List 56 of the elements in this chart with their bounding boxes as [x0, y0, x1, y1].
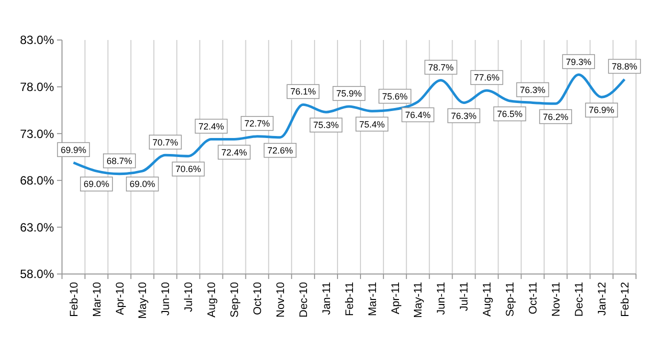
x-tick-label: Apr-10 [114, 282, 126, 316]
x-tick-label: Sep-11 [504, 282, 517, 317]
y-tick-label: 58.0% [20, 267, 54, 282]
data-label: 72.4% [198, 121, 224, 132]
data-label: 72.6% [267, 145, 293, 156]
x-tick-label: Jun-11 [436, 282, 448, 315]
data-label: 76.2% [542, 112, 568, 122]
x-tick-label: Jan-12 [596, 282, 608, 316]
x-tick-label: Jul-11 [458, 282, 471, 312]
x-tick-label: Sep-10 [229, 282, 242, 318]
x-tick-label: Aug-11 [482, 282, 494, 317]
x-tick-label: Mar-11 [366, 282, 379, 316]
x-tick-label: Feb-11 [344, 282, 356, 316]
data-label: 75.9% [336, 88, 362, 99]
x-tick-label: Oct-11 [528, 282, 540, 314]
data-label: 75.3% [313, 120, 339, 130]
x-tick-label: Feb-10 [68, 282, 80, 317]
x-tick-label: Jun-10 [160, 282, 172, 316]
data-label: 76.5% [496, 108, 522, 119]
y-tick-label: 83.0% [20, 33, 54, 48]
y-tick-label: 73.0% [20, 126, 54, 141]
x-tick-label: Apr-11 [390, 282, 402, 314]
x-tick-label: Nov-11 [550, 282, 562, 317]
data-label: 76.3% [451, 110, 477, 121]
x-tick-label: May-11 [412, 282, 425, 318]
data-label: 70.7% [152, 137, 178, 148]
data-label: 75.4% [359, 119, 385, 130]
data-label: 72.7% [244, 118, 270, 129]
data-label: 70.6% [176, 164, 202, 174]
y-tick-label: 78.0% [20, 80, 54, 94]
x-tick-label: Feb-12 [619, 282, 632, 317]
x-tick-label: Jul-10 [183, 282, 196, 312]
data-label: 78.7% [428, 62, 454, 72]
data-label: 76.1% [290, 86, 316, 97]
data-label: 75.6% [382, 91, 408, 102]
y-tick-label: 68.0% [20, 174, 54, 188]
y-tick-label: 63.0% [20, 220, 54, 234]
x-tick-label: Aug-10 [206, 282, 218, 318]
data-label: 68.7% [106, 156, 132, 166]
data-label: 76.4% [405, 110, 431, 120]
data-label: 69.9% [60, 144, 86, 155]
data-label: 78.8% [612, 61, 638, 72]
data-label: 72.4% [221, 147, 247, 158]
x-tick-label: Jan-11 [320, 282, 333, 315]
data-label: 77.6% [474, 72, 500, 83]
x-tick-label: Mar-10 [91, 282, 104, 317]
x-tick-label: Dec-11 [573, 282, 586, 317]
x-tick-label: Dec-10 [298, 282, 310, 318]
data-label: 79.3% [566, 56, 592, 67]
data-label: 76.3% [520, 84, 546, 95]
x-tick-label: Oct-10 [252, 282, 264, 316]
data-label: 69.0% [130, 179, 156, 190]
x-tick-label: May-10 [137, 282, 150, 319]
x-tick-label: Nov-10 [274, 282, 287, 318]
data-label: 76.9% [588, 105, 614, 116]
data-label: 69.0% [84, 179, 110, 190]
